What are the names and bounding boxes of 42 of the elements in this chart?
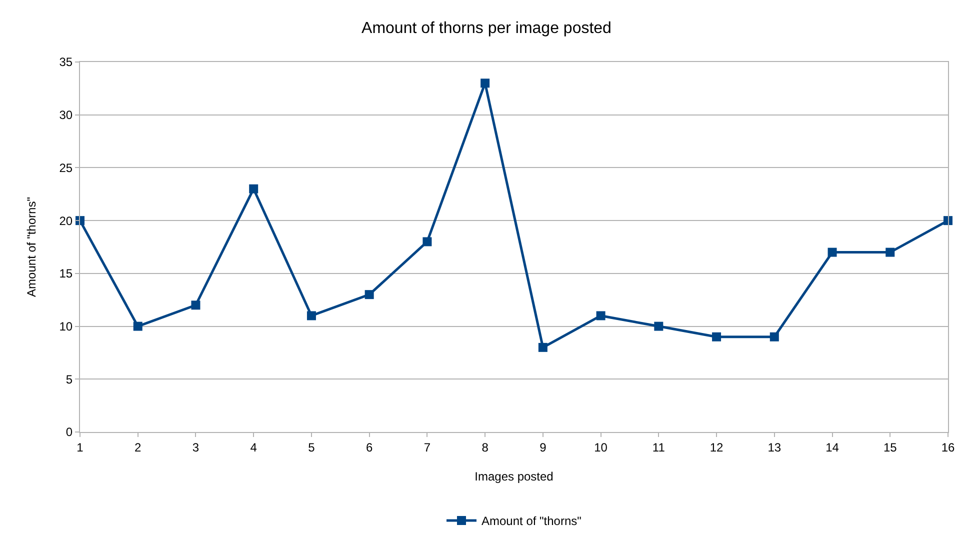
y-tick-label: 20 [59, 214, 73, 228]
x-tick-label: 9 [540, 440, 547, 454]
x-tick-label: 10 [594, 440, 608, 454]
y-tick-label: 10 [59, 319, 73, 334]
x-tick-label: 8 [482, 440, 489, 454]
x-tick-label: 6 [366, 440, 373, 454]
x-tick-label: 12 [710, 440, 724, 454]
x-tick-label: 2 [134, 440, 142, 454]
x-tick-label: 1 [76, 440, 84, 454]
point [538, 342, 548, 352]
point [712, 332, 722, 342]
point [596, 311, 606, 320]
x-tick-label: 15 [883, 440, 898, 454]
x-tick-label: 5 [308, 440, 316, 454]
y-tick-label: 5 [66, 372, 73, 386]
point [364, 290, 374, 300]
point [133, 322, 142, 331]
point [480, 78, 490, 88]
point [422, 237, 432, 246]
y-tick-label: 25 [59, 160, 73, 175]
y-tick-label: 35 [59, 55, 73, 70]
x-tick-label: 16 [941, 440, 955, 454]
y-axis-title: Amount of "thorns" [24, 197, 39, 297]
point [770, 332, 779, 342]
y-tick-label: 15 [59, 266, 73, 281]
x-axis-title: Images posted [474, 469, 554, 484]
x-tick-label: 4 [250, 440, 258, 454]
x-tick-label: 3 [192, 440, 200, 454]
legend-label: Amount of "thorns" [482, 514, 582, 528]
x-tick-label: 11 [652, 440, 666, 454]
x-tick-label: 13 [768, 440, 782, 454]
point [886, 248, 895, 257]
point [828, 248, 837, 257]
point [191, 300, 200, 310]
point [306, 311, 316, 320]
y-tick-label: 0 [66, 425, 73, 440]
x-tick-label: 7 [424, 440, 431, 454]
point [654, 322, 664, 331]
point [249, 184, 258, 194]
chart-title: Amount of thorns per image posted [362, 20, 612, 38]
x-tick-label: 14 [826, 440, 840, 454]
y-tick-label: 30 [59, 108, 73, 122]
